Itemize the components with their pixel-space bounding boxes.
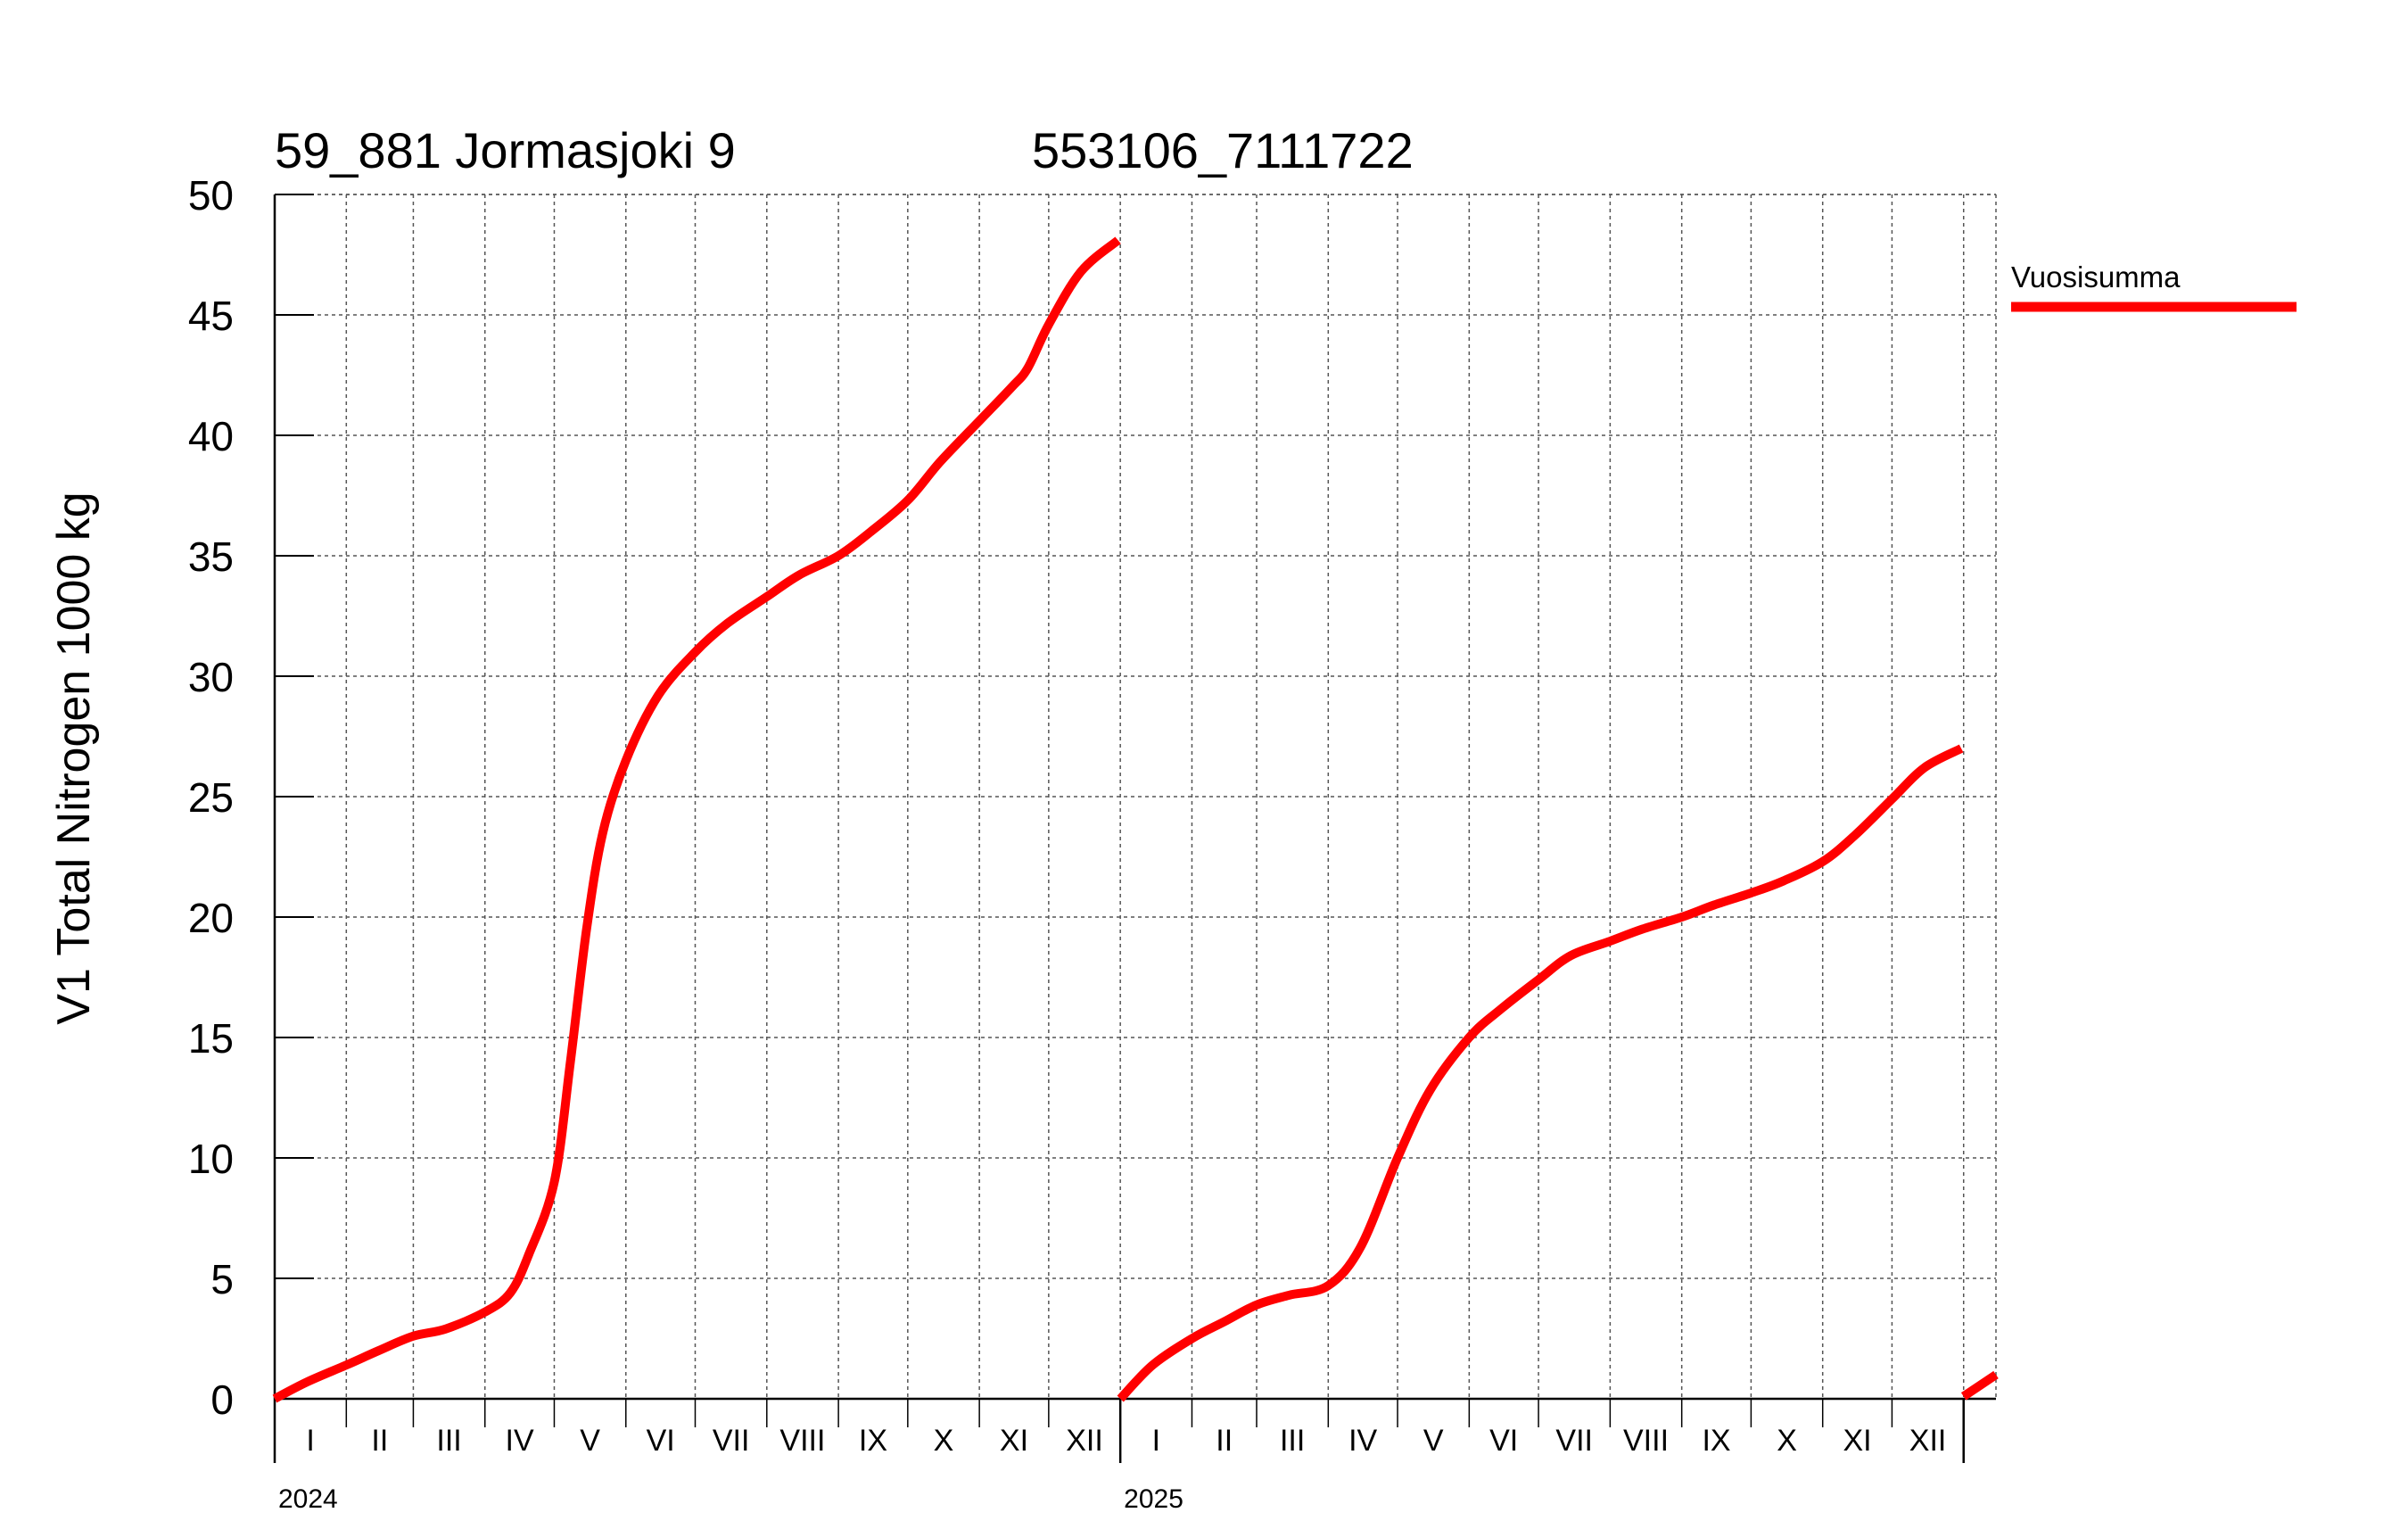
y-tick-label: 45	[188, 293, 234, 339]
y-tick-label: 40	[188, 413, 234, 459]
x-tick-label: VI	[647, 1424, 675, 1458]
x-tick-label: IV	[506, 1424, 534, 1458]
x-tick-label: II	[1216, 1424, 1233, 1458]
year-label: 2024	[278, 1484, 338, 1514]
x-tick-label: VI	[1489, 1424, 1518, 1458]
y-tick-label: 30	[188, 654, 234, 700]
y-tick-label: 50	[188, 172, 234, 219]
x-tick-label: IX	[1702, 1424, 1730, 1458]
x-tick-label: VIII	[1623, 1424, 1669, 1458]
y-tick-label: 15	[188, 1015, 234, 1062]
chart-title-right: 553106_7111722	[1032, 122, 1414, 178]
x-tick-label: XI	[1000, 1424, 1028, 1458]
year-label: 2025	[1124, 1484, 1183, 1514]
x-tick-label: IX	[859, 1424, 887, 1458]
x-tick-label: XI	[1843, 1424, 1872, 1458]
x-tick-label: XII	[1066, 1424, 1103, 1458]
x-tick-label: XII	[1909, 1424, 1947, 1458]
x-tick-label: X	[1777, 1424, 1797, 1458]
series-line-vuosisumma	[272, 236, 1121, 1403]
x-tick-label: I	[1152, 1424, 1160, 1458]
legend-label: Vuosisumma	[2011, 260, 2181, 293]
y-tick-label: 35	[188, 533, 234, 580]
x-tick-label: V	[580, 1424, 600, 1458]
x-tick-label: II	[371, 1424, 388, 1458]
x-tick-label: VII	[1555, 1424, 1593, 1458]
grid	[275, 194, 1997, 1399]
x-tick-label: I	[306, 1424, 314, 1458]
series-line-vuosisumma	[1960, 1370, 1999, 1401]
y-tick-label: 0	[210, 1376, 234, 1423]
series-layer	[272, 236, 1999, 1403]
x-tick-label: IV	[1348, 1424, 1377, 1458]
y-tick-label: 5	[210, 1256, 234, 1302]
series-line-vuosisumma	[1117, 744, 1964, 1402]
x-tick-label: VIII	[779, 1424, 825, 1458]
x-tick-label: III	[436, 1424, 461, 1458]
y-axis-label: V1 Total Nitrogen 1000 kg	[48, 492, 100, 1024]
chart-title-left: 59_881 Jormasjoki 9	[275, 122, 736, 178]
x-tick-label: VII	[713, 1424, 750, 1458]
y-tick-label: 10	[188, 1136, 234, 1182]
y-tick-label: 20	[188, 895, 234, 941]
x-tick-label: V	[1423, 1424, 1444, 1458]
legend: Vuosisumma	[2011, 260, 2297, 312]
y-tick-label: 25	[188, 774, 234, 821]
x-tick-label: III	[1280, 1424, 1305, 1458]
x-tick-label: X	[934, 1424, 954, 1458]
